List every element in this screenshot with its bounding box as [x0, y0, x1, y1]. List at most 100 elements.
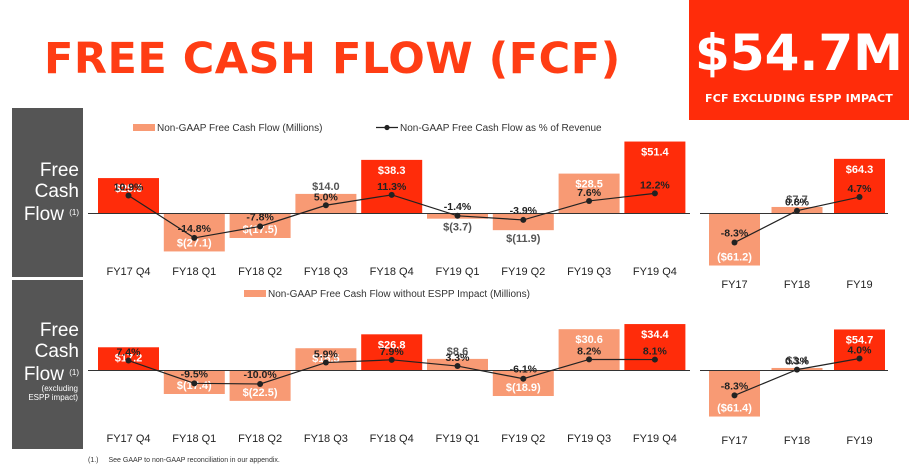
chart-1: $25.3 FY17 Q4 $(27.1) FY18 Q1 $(17.5) FY18 Q2…	[88, 141, 690, 278]
percent-point	[520, 216, 527, 223]
category-label: FY18 Q4	[370, 433, 414, 445]
category-label: FY19 Q4	[633, 266, 677, 278]
category-label: FY19 Q1	[435, 266, 479, 278]
percent-label: -8.3%	[721, 228, 749, 240]
percent-point	[586, 197, 593, 204]
row-subtitle-line: ESPP impact)	[28, 393, 78, 402]
chart-3: $17.2FY17 Q4$(17.4)FY18 Q1$(22.5)FY18 Q2…	[88, 324, 690, 445]
percent-point	[454, 363, 461, 370]
bars: ($61.4) FY17 $3.4 FY18 $54.7 FY19	[709, 329, 885, 447]
bar	[834, 329, 885, 371]
bar	[361, 334, 423, 371]
percent-label: 8.1%	[643, 346, 668, 358]
category-label: FY18 Q2	[238, 433, 282, 445]
value-label: $3.4	[786, 355, 808, 367]
value-label: $(22.5)	[243, 387, 278, 399]
percent-point	[454, 212, 461, 219]
percent-point	[322, 202, 329, 209]
value-label: $28.5	[575, 179, 603, 191]
row-title-line: Cash	[34, 181, 79, 202]
bar	[558, 329, 620, 371]
chart-4: ($61.4) FY17 $3.4 FY18 $54.7 FY19 -8.3% 0.3% 4.0…	[700, 329, 888, 447]
percent-point	[651, 190, 658, 197]
percent-point	[794, 366, 800, 373]
percent-label: -7.8%	[246, 211, 274, 223]
category-label: FY19 Q3	[567, 266, 611, 278]
category-label: FY18 Q3	[304, 266, 348, 278]
headline-value: $54.7M	[695, 24, 903, 82]
percent-label: -1.4%	[444, 201, 472, 213]
percent-label: 4.0%	[848, 345, 873, 357]
percent-label: 12.2%	[640, 179, 670, 191]
percent-point	[125, 357, 132, 364]
percent-label: 3.3%	[446, 352, 471, 364]
footnote-mark: (1.)	[88, 457, 99, 464]
percent-label: -8.3%	[721, 380, 749, 392]
category-label: FY18 Q1	[172, 433, 216, 445]
category-label: FY18	[784, 279, 810, 291]
category-label: FY18 Q1	[172, 266, 216, 278]
footnote-marker: (1)	[69, 208, 79, 217]
row-title-line: Free	[39, 160, 79, 181]
bar	[163, 213, 225, 252]
category-label: FY17	[721, 279, 747, 291]
percent-point	[586, 356, 593, 363]
percent-label: 0.8%	[785, 197, 810, 209]
category-label: FY19 Q1	[435, 433, 479, 445]
percent-point	[388, 356, 395, 363]
headline-box: $54.7M FCF EXCLUDING ESPP IMPACT	[689, 0, 909, 120]
percent-label: 0.3%	[785, 356, 810, 368]
percent-point	[257, 223, 264, 230]
bar	[709, 213, 760, 266]
percent-label: 10.9%	[114, 182, 144, 194]
percent-point	[191, 234, 198, 241]
category-label: FY17 Q4	[106, 266, 150, 278]
bar	[361, 159, 423, 214]
value-label: $(18.9)	[506, 382, 541, 394]
legend-bar-label: Non-GAAP Free Cash Flow (Millions)	[157, 123, 322, 134]
row-title: Free Cash Flow (1)	[12, 160, 83, 225]
percent-label: -9.5%	[181, 368, 209, 380]
chart-2: ($61.2) FY17 $7.7 FY18 $64.3 FY19 -8.3% 0.8% 4.7…	[700, 158, 888, 291]
category-label: FY19 Q2	[501, 433, 545, 445]
legend-bar-swatch	[244, 290, 266, 297]
percent-point	[520, 375, 527, 382]
percent-label: 5.0%	[314, 191, 339, 203]
bars: $17.2FY17 Q4$(17.4)FY18 Q1$(22.5)FY18 Q2…	[98, 324, 686, 445]
row-title-line: Cash	[34, 341, 79, 362]
legend-line-label: Non-GAAP Free Cash Flow as % of Revenue	[400, 123, 602, 134]
legend-top: Non-GAAP Free Cash Flow (Millions) Non-G…	[133, 123, 602, 134]
percent-point	[794, 207, 800, 214]
percent-point	[191, 380, 198, 387]
category-label: FY19 Q2	[501, 266, 545, 278]
row-title: Free Cash Flow (1)	[12, 320, 83, 385]
category-label: FY17	[721, 435, 747, 447]
percent-label: 7.4%	[117, 347, 142, 359]
value-label: $30.6	[575, 334, 603, 346]
row-label-fcf-excluding-espp: Free Cash Flow (1) (excluding ESPP impac…	[12, 280, 83, 449]
value-label: $26.8	[378, 339, 406, 351]
category-label: FY19 Q3	[567, 433, 611, 445]
percent-point	[322, 359, 329, 366]
percent-point	[125, 192, 132, 199]
percent-label: -3.9%	[510, 205, 538, 217]
page-title: FREE CASH FLOW (FCF)	[44, 34, 621, 84]
value-label: $25.3	[115, 183, 143, 195]
percent-point	[651, 356, 658, 363]
footnote: (1.) See GAAP to non-GAAP reconciliation …	[88, 457, 280, 464]
percent-point	[731, 392, 738, 399]
percent-label: 5.9%	[314, 349, 339, 361]
percent-point	[856, 355, 863, 362]
percent-label: -6.1%	[510, 364, 538, 376]
category-label: FY18	[784, 435, 810, 447]
legend-bottom: Non-GAAP Free Cash Flow without ESPP Imp…	[244, 289, 530, 300]
value-label: $38.3	[378, 165, 406, 177]
percent-label: 7.9%	[380, 346, 405, 358]
legend-bar-swatch	[133, 124, 155, 131]
legend-bar-label: Non-GAAP Free Cash Flow without ESPP Imp…	[268, 289, 530, 300]
value-label: $(27.1)	[177, 237, 212, 249]
bars: ($61.2) FY17 $7.7 FY18 $64.3 FY19	[709, 158, 885, 291]
footnote-text: See GAAP to non-GAAP reconciliation in o…	[108, 457, 280, 464]
bars: $25.3 FY17 Q4 $(27.1) FY18 Q1 $(17.5) FY18 Q2…	[98, 141, 686, 278]
bar	[295, 348, 357, 371]
